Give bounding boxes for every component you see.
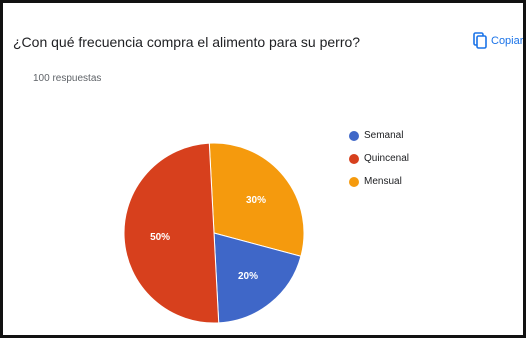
question-title: ¿Con qué frecuencia compra el alimento p… (13, 34, 361, 50)
legend-label-mensual: Mensual (364, 176, 402, 187)
pie-slice-semanal (213, 232, 302, 324)
slice-label-mensual: 30% (246, 195, 266, 206)
legend-item-quincenal: Quincenal (349, 147, 409, 170)
slice-label-semanal: 20% (238, 271, 258, 282)
legend-swatch-mensual (349, 176, 359, 187)
legend-swatch-quincenal (349, 153, 359, 164)
pie-slice-mensual (208, 142, 305, 257)
pie-slice-quincenal (123, 142, 220, 324)
pie-chart: 30% 20% 50% (123, 142, 305, 324)
legend-label-quincenal: Quincenal (364, 153, 410, 164)
legend-item-semanal: Semanal (349, 124, 409, 147)
legend-item-mensual: Mensual (349, 170, 409, 193)
slice-label-quincenal: 50% (150, 232, 170, 243)
copy-button[interactable]: Copiar (473, 32, 523, 49)
legend-label-semanal: Semanal (364, 130, 404, 141)
copy-label: Copiar (491, 34, 524, 47)
legend-swatch-semanal (349, 130, 359, 141)
legend: Semanal Quincenal Mensual (349, 124, 409, 193)
response-count: 100 respuestas (33, 73, 102, 84)
copy-icon (473, 32, 487, 49)
